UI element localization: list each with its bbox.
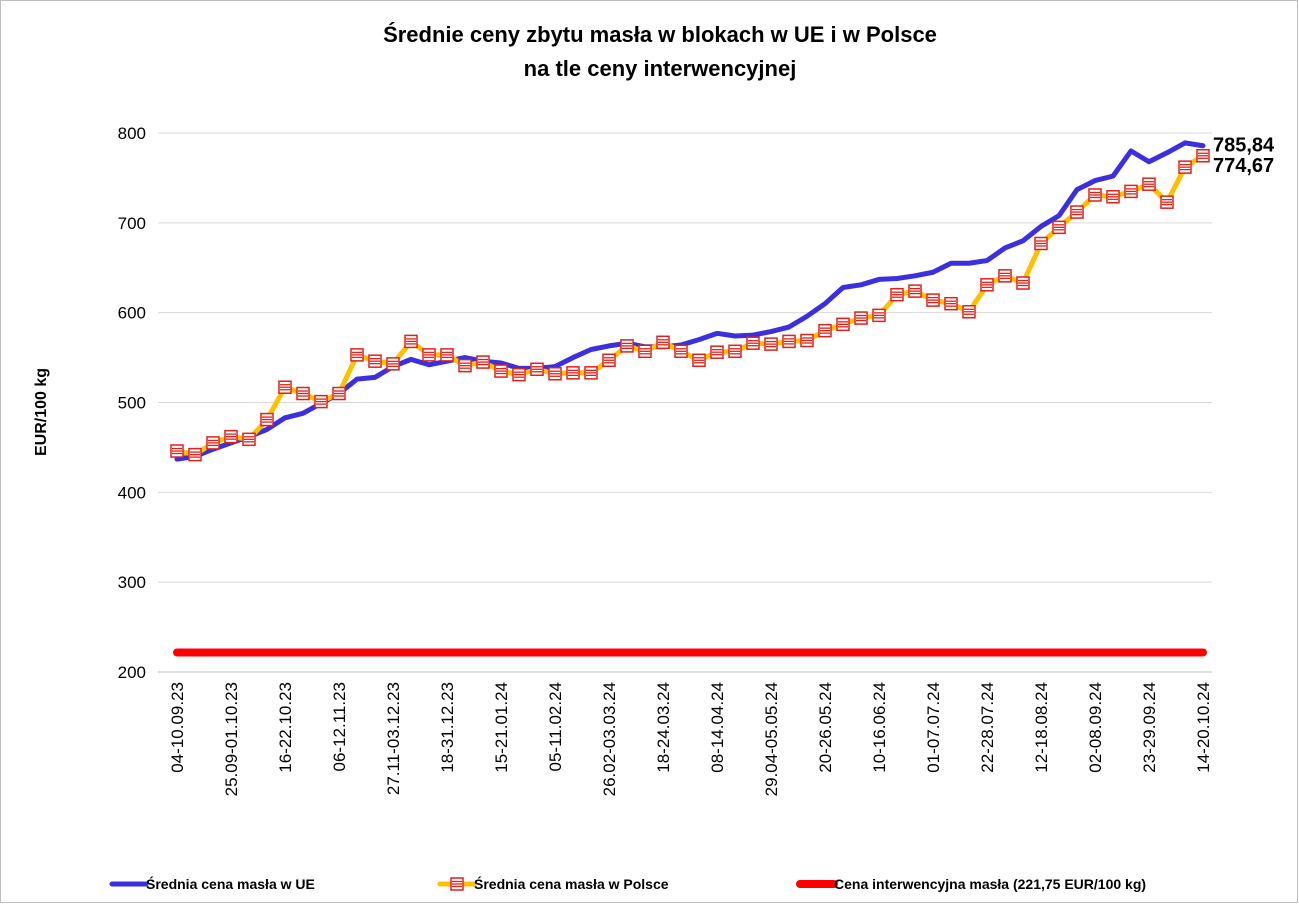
y-tick-label: 200 <box>118 663 146 682</box>
data-point <box>926 293 940 307</box>
data-point <box>890 287 904 302</box>
data-point <box>800 333 814 348</box>
x-tick-label: 20-26.05.24 <box>816 682 835 773</box>
data-point <box>584 366 598 380</box>
x-tick-label: 02-08.09.24 <box>1086 682 1105 773</box>
data-point <box>764 337 778 351</box>
data-point <box>944 296 958 311</box>
data-point <box>530 362 544 377</box>
data-point <box>404 334 418 349</box>
x-tick-label: 18-31.12.23 <box>438 682 457 773</box>
legend-marker <box>450 877 464 891</box>
data-point <box>1052 220 1066 235</box>
y-tick-label: 600 <box>118 304 146 323</box>
data-point <box>332 386 346 401</box>
x-tick-label: 16-22.10.23 <box>276 682 295 773</box>
data-point <box>368 354 382 368</box>
y-tick-label: 300 <box>118 573 146 592</box>
data-point <box>1196 149 1210 163</box>
data-point <box>170 444 184 458</box>
data-point <box>710 345 724 359</box>
x-tick-label: 12-18.08.24 <box>1032 682 1051 773</box>
data-point <box>728 344 742 359</box>
data-point <box>998 269 1012 283</box>
data-point <box>1106 190 1120 204</box>
data-point <box>854 311 868 325</box>
data-point <box>782 334 796 349</box>
y-tick-label: 700 <box>118 214 146 233</box>
data-point <box>620 339 634 353</box>
x-tick-label: 05-11.02.24 <box>546 682 565 771</box>
data-point <box>602 353 616 368</box>
data-point <box>206 436 220 450</box>
data-point <box>260 412 274 427</box>
x-tick-label: 01-07.07.24 <box>924 682 943 773</box>
data-point <box>314 394 328 409</box>
y-tick-label: 500 <box>118 394 146 413</box>
data-point <box>188 447 202 462</box>
data-label: 774,67 <box>1213 155 1274 177</box>
y-axis-label: EUR/100 kg <box>33 368 50 456</box>
y-tick-label: 800 <box>118 124 146 143</box>
data-point <box>296 386 310 401</box>
data-point <box>386 357 400 371</box>
data-point <box>494 364 508 378</box>
data-point <box>1034 236 1048 251</box>
chart-title: na tle ceny interwencyjnej <box>524 56 797 81</box>
x-tick-label: 04-10.09.23 <box>168 682 187 773</box>
data-point <box>1124 184 1138 199</box>
x-tick-label: 18-24.03.24 <box>654 682 673 773</box>
data-point <box>350 348 364 362</box>
data-point <box>422 348 436 362</box>
data-point <box>548 367 562 381</box>
data-point <box>1160 195 1174 209</box>
data-point <box>818 323 832 338</box>
legend-label: Cena interwencyjna masła (221,75 EUR/100… <box>834 876 1146 892</box>
x-tick-label: 23-29.09.24 <box>1140 682 1159 773</box>
data-point <box>440 348 454 362</box>
data-point <box>746 336 760 350</box>
y-tick-label: 400 <box>118 483 146 502</box>
data-point <box>224 429 238 444</box>
x-tick-label: 29.04-05.05.24 <box>762 682 781 796</box>
data-point <box>1142 177 1156 191</box>
x-tick-label: 22-28.07.24 <box>978 682 997 773</box>
series-line <box>174 153 1206 458</box>
data-point <box>512 367 526 382</box>
data-point <box>278 380 292 394</box>
data-point <box>836 317 850 332</box>
data-point <box>980 278 994 292</box>
x-tick-label: 25.09-01.10.23 <box>222 682 241 796</box>
data-point <box>872 308 886 323</box>
x-tick-label: 27.11-03.12.23 <box>384 682 403 795</box>
x-tick-label: 14-20.10.24 <box>1194 682 1213 773</box>
data-point <box>908 284 922 298</box>
x-tick-label: 15-21.01.24 <box>492 682 511 773</box>
data-point <box>638 344 652 359</box>
legend-label: Średnia cena masła w Polsce <box>474 875 669 892</box>
chart-title: Średnie ceny zbytu masła w blokach w UE … <box>383 22 937 47</box>
x-tick-label: 08-14.04.24 <box>708 682 727 773</box>
series-line <box>174 140 1206 462</box>
data-point <box>458 358 472 373</box>
data-point <box>674 344 688 359</box>
legend-label: Średnia cena masła w UE <box>146 875 315 892</box>
data-point <box>656 335 670 350</box>
data-point <box>566 366 580 380</box>
x-tick-label: 06-12.11.23 <box>330 682 349 771</box>
data-point <box>476 355 490 369</box>
data-point <box>242 432 256 447</box>
data-point <box>962 305 976 319</box>
data-point <box>1088 188 1102 202</box>
data-point <box>692 353 706 368</box>
data-point <box>1070 205 1084 219</box>
data-point <box>1016 276 1030 290</box>
data-point <box>1178 160 1192 174</box>
data-label: 785,84 <box>1213 135 1275 157</box>
x-tick-label: 10-16.06.24 <box>870 682 889 773</box>
x-tick-label: 26.02-03.03.24 <box>600 682 619 796</box>
